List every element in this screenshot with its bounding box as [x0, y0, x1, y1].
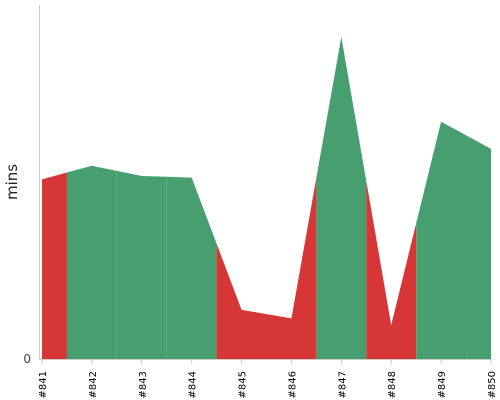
area-segment-pass — [66, 165, 117, 359]
x-tick-labels: #841 #842 #843 #844 #845 #846 #847 #848 #849 #850 — [38, 371, 498, 398]
x-tick-label: #844 — [188, 371, 199, 398]
x-tick-label: #848 — [387, 371, 398, 398]
x-tick-label: #849 — [437, 371, 448, 398]
y-tick-label: 0 — [23, 352, 31, 366]
area-segment-pass — [116, 170, 167, 359]
area-segment-fail — [366, 181, 417, 359]
area-segment-fail — [42, 172, 67, 359]
area-segment-fail — [266, 177, 317, 359]
x-tick-label: #845 — [238, 371, 249, 398]
x-tick-marks — [41, 359, 492, 364]
x-tick-label: #842 — [88, 371, 99, 398]
x-tick-label: #843 — [138, 371, 149, 398]
x-tick-label: #841 — [38, 371, 49, 398]
area-segment-fail — [216, 243, 267, 359]
area-segment-pass — [416, 121, 467, 359]
chart-areas — [42, 36, 491, 359]
y-axis-label: mins — [3, 164, 21, 200]
x-tick-label: #846 — [287, 371, 298, 398]
area-segment-pass — [316, 36, 367, 359]
area-segment-pass — [466, 135, 491, 359]
x-tick-label: #850 — [487, 371, 498, 398]
area-segment-pass — [166, 176, 217, 359]
x-tick-label: #847 — [337, 371, 348, 398]
